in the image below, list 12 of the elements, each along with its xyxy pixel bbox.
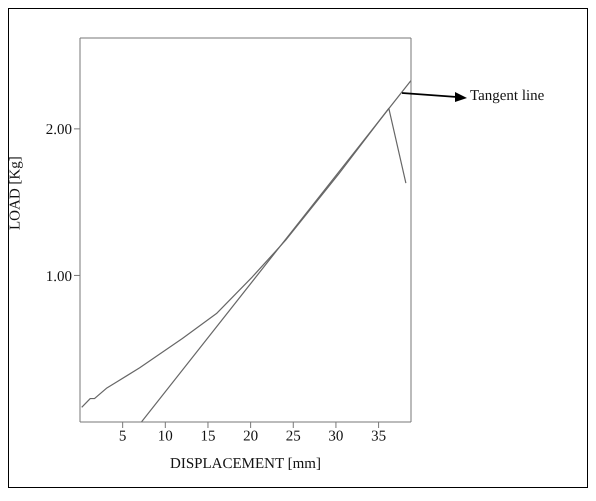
x-tick-label: 35 xyxy=(371,428,386,445)
y-tick-label: 2.00 xyxy=(46,122,72,138)
text: Tangent line xyxy=(470,88,544,105)
x-tick-label: 20 xyxy=(243,428,258,445)
x-tick-label: 30 xyxy=(328,428,344,445)
x-axis-title: DISPLACEMENT [mm] xyxy=(170,456,321,472)
y-axis-title: LOAD [Kg] xyxy=(7,156,24,230)
x-tick-label: 10 xyxy=(158,428,173,445)
x-tick-label: 5 xyxy=(118,428,126,445)
y-tick-label: 1.00 xyxy=(46,268,72,285)
x-tick-label: 15 xyxy=(200,428,216,445)
x-tick-label: 25 xyxy=(286,428,301,445)
